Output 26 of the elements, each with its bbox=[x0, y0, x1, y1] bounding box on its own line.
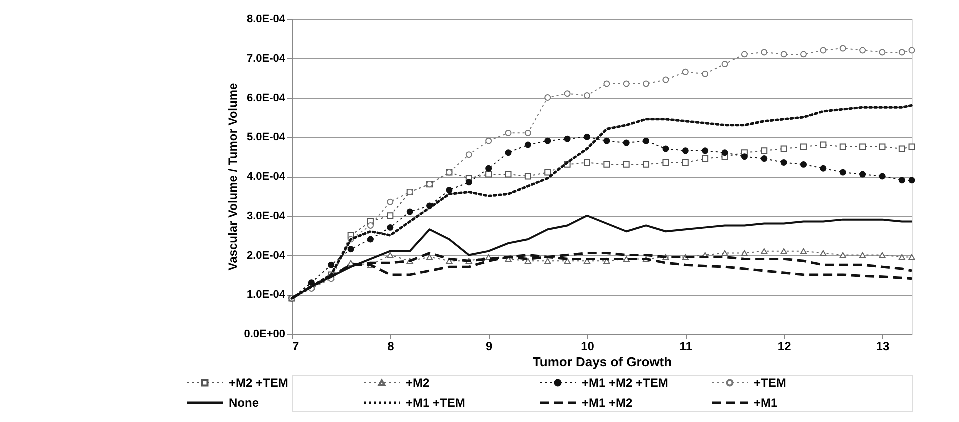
legend-label: +M1 +M2 +TEM bbox=[582, 376, 668, 390]
y-tick-label: 6.0E-04 bbox=[246, 92, 286, 104]
legend-label: +TEM bbox=[754, 376, 786, 390]
y-tick-label: 5.0E-04 bbox=[246, 132, 286, 144]
y-tick-label: 1.0E-04 bbox=[246, 289, 286, 302]
legend-label: +M2 bbox=[406, 376, 430, 390]
x-tick-label: 10 bbox=[581, 340, 595, 354]
x-tick-label: 11 bbox=[680, 340, 693, 354]
x-axis-title: Tumor Days of Growth bbox=[532, 354, 672, 370]
y-tick-label: 7.0E-04 bbox=[246, 52, 286, 65]
y-tick-label: 0.0E+00 bbox=[244, 328, 286, 340]
x-tick-label: 8 bbox=[388, 340, 395, 354]
y-tick-label: 8.0E-04 bbox=[246, 14, 286, 26]
y-tick-label: 2.0E-04 bbox=[246, 250, 286, 262]
y-axis-title: Vascular Volume / Tumor Volume bbox=[226, 82, 240, 271]
legend-label: +M2 +TEM bbox=[229, 376, 288, 390]
legend-label: None bbox=[229, 396, 260, 410]
x-tick-label: 9 bbox=[486, 340, 493, 354]
legend-label: +M1 +TEM bbox=[406, 396, 466, 410]
y-tick-label: 3.0E-04 bbox=[246, 210, 286, 222]
legend-label: +M1 +M2 bbox=[582, 396, 634, 410]
y-tick-label: 4.0E-04 bbox=[246, 171, 286, 183]
legend-label: +M1 bbox=[754, 396, 778, 410]
x-tick-label: 13 bbox=[876, 340, 890, 354]
x-tick-label: 7 bbox=[292, 340, 300, 354]
x-tick-label: 12 bbox=[778, 340, 792, 354]
